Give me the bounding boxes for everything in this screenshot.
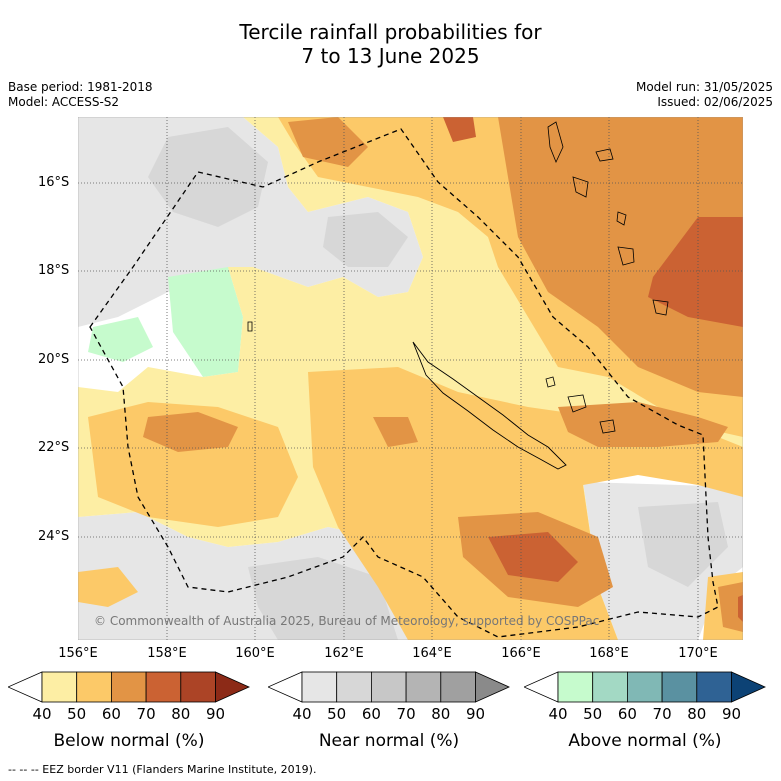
lon-label-156e: 156°E xyxy=(58,646,98,661)
cbar-below-max-arrow xyxy=(215,671,250,703)
lon-label-162e: 162°E xyxy=(324,646,364,661)
lat-label-16s: 16°S xyxy=(38,175,70,190)
cbar-near-seg-4 xyxy=(405,671,442,703)
cbar-near-tick-90: 90 xyxy=(465,705,486,723)
colorbar-above-normal xyxy=(524,671,766,703)
base-period: Base period: 1981-2018 xyxy=(8,80,153,94)
lon-label-170e: 170°E xyxy=(678,646,718,661)
cbar-below-seg-2 xyxy=(76,671,112,703)
cbar-above-seg-2 xyxy=(592,671,628,703)
cbar-near-seg-1 xyxy=(301,671,338,703)
cbar-near-tick-40: 40 xyxy=(292,705,312,723)
cbar-below-seg-5 xyxy=(180,671,216,703)
vanuatu-island-6 xyxy=(652,299,669,316)
issued-date: Issued: 02/06/2025 xyxy=(657,95,773,109)
cbar-above-tick-40: 40 xyxy=(548,705,568,723)
cbar-near-seg-3 xyxy=(371,671,407,703)
colorbar-below-normal xyxy=(8,671,250,703)
cbar-above-seg-5 xyxy=(696,671,732,703)
cbar-below-min-arrow xyxy=(8,671,43,703)
cbar-above-seg-3 xyxy=(627,671,663,703)
lon-label-164e: 164°E xyxy=(412,646,452,661)
lat-label-22s: 22°S xyxy=(38,440,70,455)
loyalty-island-3 xyxy=(599,419,616,434)
cbar-below-tick-60: 60 xyxy=(101,705,121,723)
model-name: Model: ACCESS-S2 xyxy=(8,95,120,109)
below-normal-60-70-n xyxy=(288,117,368,167)
above-normal-patch-2 xyxy=(88,317,153,362)
eez-footnote: -- -- -- EEZ border V11 (Flanders Marine… xyxy=(8,763,317,776)
probability-map xyxy=(78,117,743,640)
vanuatu-island-5 xyxy=(617,246,635,266)
vanuatu-island-3 xyxy=(572,176,589,198)
loyalty-island-2 xyxy=(567,394,587,413)
cbar-above-title: Above normal (%) xyxy=(568,731,722,751)
eez-border xyxy=(89,128,719,638)
cbar-below-tick-50: 50 xyxy=(67,705,87,723)
below-normal-60-70-e xyxy=(558,402,728,447)
below-normal-70-80-n xyxy=(443,117,476,142)
graticule xyxy=(78,117,743,640)
reef-island xyxy=(247,321,253,332)
near-normal-east-inner xyxy=(638,502,728,587)
cbar-near-tick-70: 70 xyxy=(396,705,416,723)
below-normal-70-80-s xyxy=(488,532,578,582)
cbar-near-tick-80: 80 xyxy=(431,705,451,723)
cbar-near-max-arrow xyxy=(475,671,510,703)
cbar-below-seg-3 xyxy=(111,671,147,703)
near-normal-west-inner xyxy=(148,127,268,227)
cbar-above-tick-70: 70 xyxy=(652,705,672,723)
below-normal-50-60-sw xyxy=(78,567,138,607)
lat-label-24s: 24°S xyxy=(38,529,70,544)
colorbar-near-normal xyxy=(268,671,510,703)
above-normal-patch-1 xyxy=(168,267,243,377)
vanuatu-island-4 xyxy=(616,211,627,226)
copyright-notice: © Commonwealth of Australia 2025, Bureau… xyxy=(94,614,600,628)
map-title: Tercile rainfall probabilities for 7 to … xyxy=(0,20,781,68)
cbar-above-tick-50: 50 xyxy=(583,705,603,723)
cbar-below-title: Below normal (%) xyxy=(53,731,205,751)
cbar-below-tick-80: 80 xyxy=(171,705,191,723)
cbar-below-tick-90: 90 xyxy=(205,705,226,723)
below-normal-60-70-c xyxy=(373,417,418,447)
cbar-above-seg-1 xyxy=(557,671,594,703)
below-normal-70-80-se xyxy=(738,595,743,622)
below-normal-70-80-ne xyxy=(648,217,743,327)
cbar-near-tick-60: 60 xyxy=(361,705,381,723)
title-line-2: 7 to 13 June 2025 xyxy=(301,44,480,68)
cbar-near-min-arrow xyxy=(268,671,303,703)
cbar-above-tick-90: 90 xyxy=(721,705,742,723)
cbar-below-seg-4 xyxy=(145,671,182,703)
vanuatu-island-1 xyxy=(547,121,564,164)
cbar-near-title: Near normal (%) xyxy=(318,731,460,751)
model-run: Model run: 31/05/2025 xyxy=(635,80,773,94)
cbar-above-tick-60: 60 xyxy=(617,705,637,723)
title-line-1: Tercile rainfall probabilities for xyxy=(239,20,542,44)
cbar-above-seg-4 xyxy=(661,671,698,703)
cbar-below-seg-1 xyxy=(41,671,78,703)
lat-label-18s: 18°S xyxy=(38,263,70,278)
cbar-near-seg-5 xyxy=(440,671,476,703)
cbar-above-tick-80: 80 xyxy=(687,705,707,723)
lat-label-20s: 20°S xyxy=(38,352,70,367)
cbar-above-min-arrow xyxy=(524,671,559,703)
below-normal-60-70-se xyxy=(718,582,743,632)
meta-left: Base period: 1981-2018 Model: ACCESS-S2 xyxy=(8,80,153,110)
cbar-below-tick-70: 70 xyxy=(136,705,156,723)
new-caledonia-outline xyxy=(412,341,567,470)
cbar-above-max-arrow xyxy=(731,671,766,703)
lon-label-158e: 158°E xyxy=(147,646,187,661)
vanuatu-island-2 xyxy=(595,148,614,162)
cbar-near-tick-50: 50 xyxy=(327,705,347,723)
meta-right: Model run: 31/05/2025 Issued: 02/06/2025 xyxy=(636,80,773,110)
cbar-near-seg-2 xyxy=(336,671,372,703)
lon-label-160e: 160°E xyxy=(235,646,275,661)
below-normal-50-60-west xyxy=(88,402,298,527)
loyalty-island-1 xyxy=(545,376,556,388)
lon-label-166e: 166°E xyxy=(501,646,541,661)
lon-label-168e: 168°E xyxy=(589,646,629,661)
cbar-below-tick-40: 40 xyxy=(32,705,52,723)
